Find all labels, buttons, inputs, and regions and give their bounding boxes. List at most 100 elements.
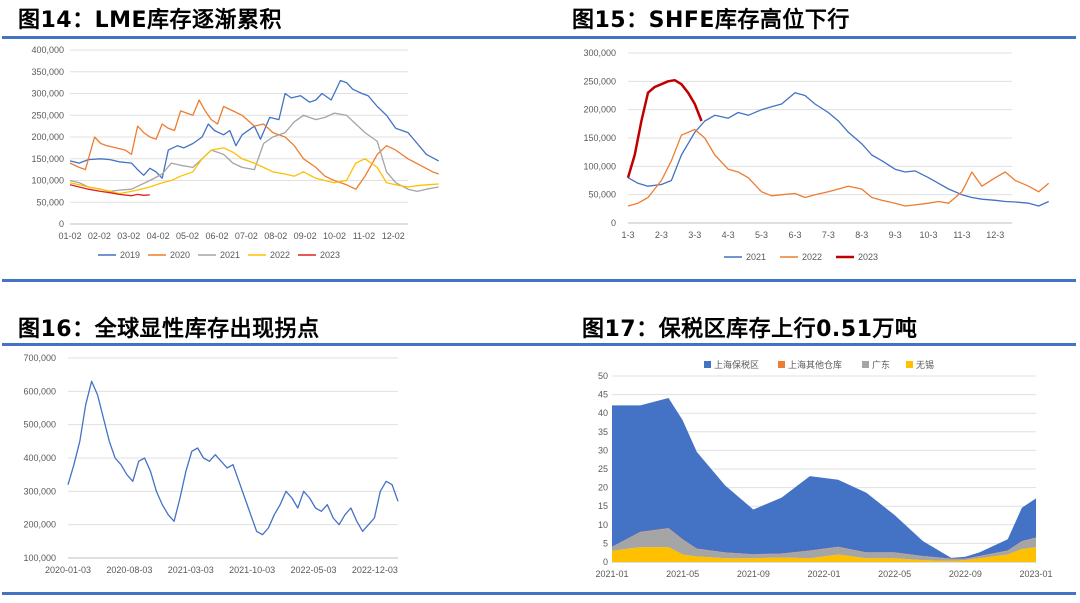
- chart1-y-tick-label: 0: [59, 219, 64, 229]
- chart1-series-line-2: [69, 112, 439, 193]
- chart4-area-0: [612, 547, 1036, 562]
- chart1-legend-label: 2023: [320, 250, 340, 260]
- chart2-x-tick-label: 11-3: [953, 230, 970, 240]
- chart2-y-tick-label: 200,000: [583, 105, 616, 115]
- chart4-legend-label: 广东: [872, 359, 890, 370]
- chart1-series-line-1: [69, 99, 439, 190]
- chart2-x-tick-label: 12-3: [986, 230, 1004, 240]
- chart3-y-tick-label: 100,000: [23, 553, 56, 563]
- chart1-y-tick-label: 400,000: [31, 45, 64, 55]
- chart3-x-tick-label: 2022-05-03: [290, 565, 336, 575]
- chart1-y-tick-label: 150,000: [31, 154, 64, 164]
- chart1-series-line-3: [69, 147, 439, 195]
- chart2-legend-label: 2022: [802, 252, 822, 262]
- chart1-legend-label: 2022: [270, 250, 290, 260]
- chart2-y-tick-label: 250,000: [583, 76, 616, 86]
- chart4-y-tick-label: 35: [598, 427, 608, 437]
- chart2-y-tick-label: 150,000: [583, 133, 616, 143]
- chart1-x-tick-label: 06-02: [205, 231, 228, 241]
- chart3-y-tick-label: 500,000: [23, 420, 56, 430]
- chart1-legend-label: 2019: [120, 250, 140, 260]
- chart1-x-tick-label: 03-02: [117, 231, 140, 241]
- chart1-y-tick-label: 350,000: [31, 67, 64, 77]
- chart4-x-tick-label: 2022-05: [878, 569, 911, 579]
- chart2-y-tick-label: 0: [611, 218, 616, 228]
- chart4-y-tick-label: 30: [598, 445, 608, 455]
- chart4-legend-swatch: [778, 361, 785, 368]
- chart1-y-tick-label: 100,000: [31, 176, 64, 186]
- chart1-x-tick-label: 08-02: [264, 231, 287, 241]
- chart4-legend-swatch: [906, 361, 913, 368]
- chart2-y-tick-label: 50,000: [588, 190, 616, 200]
- chart2-series-line-1: [627, 128, 1050, 207]
- chart3-series-line-0: [67, 380, 399, 536]
- chart2-x-tick-label: 2-3: [655, 230, 668, 240]
- chart4-legend-label: 上海保税区: [714, 359, 759, 370]
- chart2-x-tick-label: 10-3: [920, 230, 938, 240]
- upper-title-divider: [2, 343, 1076, 346]
- chart2-legend-label: 2023: [858, 252, 878, 262]
- chart1-series-line-4: [69, 184, 150, 197]
- chart1-y-tick-label: 200,000: [31, 132, 64, 142]
- chart1-title: 图14：LME库存逐渐累积: [18, 8, 283, 33]
- chart2-x-tick-label: 9-3: [889, 230, 902, 240]
- chart2-y-tick-label: 300,000: [583, 48, 616, 58]
- chart4-x-tick-label: 2021-01: [595, 569, 628, 579]
- chart1-x-tick-label: 04-02: [147, 231, 170, 241]
- chart3-y-tick-label: 400,000: [23, 453, 56, 463]
- chart4-y-tick-label: 40: [598, 408, 608, 418]
- middle-divider: [2, 279, 1076, 282]
- chart4-y-tick-label: 0: [603, 557, 608, 567]
- chart3-x-tick-label: 2020-08-03: [106, 565, 152, 575]
- chart4-x-tick-label: 2023-01: [1019, 569, 1052, 579]
- chart3-x-tick-label: 2022-12-03: [352, 565, 398, 575]
- chart4-y-tick-label: 15: [598, 501, 608, 511]
- chart3-x-tick-label: 2021-10-03: [229, 565, 275, 575]
- chart4-y-tick-label: 5: [603, 538, 608, 548]
- chart1-legend-label: 2021: [220, 250, 240, 260]
- chart2-x-tick-label: 3-3: [688, 230, 701, 240]
- chart4-y-tick-label: 10: [598, 520, 608, 530]
- chart2-legend-label: 2021: [746, 252, 766, 262]
- chart4-area-3: [612, 397, 1036, 559]
- chart4-y-tick-label: 45: [598, 390, 608, 400]
- chart1-x-tick-label: 07-02: [235, 231, 258, 241]
- chart3-y-tick-label: 700,000: [23, 353, 56, 363]
- chart2-series-line-0: [627, 92, 1049, 207]
- chart2-x-tick-label: 7-3: [822, 230, 835, 240]
- chart1-x-tick-label: 02-02: [88, 231, 111, 241]
- chart4-y-tick-label: 20: [598, 483, 608, 493]
- chart3-y-tick-label: 600,000: [23, 386, 56, 396]
- chart4-x-tick-label: 2022-01: [807, 569, 840, 579]
- chart3-title: 图16：全球显性库存出现拐点: [18, 317, 320, 342]
- bottom-divider: [2, 592, 1076, 595]
- chart1-x-tick-label: 05-02: [176, 231, 199, 241]
- chart1-y-tick-label: 250,000: [31, 110, 64, 120]
- chart4-y-tick-label: 25: [598, 464, 608, 474]
- chart1-x-tick-label: 12-02: [382, 231, 405, 241]
- chart1-y-tick-label: 300,000: [31, 89, 64, 99]
- chart1-y-tick-label: 50,000: [36, 197, 64, 207]
- chart2-y-tick-label: 100,000: [583, 161, 616, 171]
- chart2-x-tick-label: 5-3: [755, 230, 768, 240]
- chart3-y-tick-label: 300,000: [23, 486, 56, 496]
- chart4-y-tick-label: 50: [598, 371, 608, 381]
- chart4-title: 图17：保税区库存上行0.51万吨: [582, 317, 918, 342]
- chart4-legend-swatch: [862, 361, 869, 368]
- chart2-x-tick-label: 4-3: [722, 230, 735, 240]
- chart2-x-tick-label: 1-3: [621, 230, 634, 240]
- top-divider: [2, 36, 1076, 39]
- chart1-x-tick-label: 09-02: [294, 231, 317, 241]
- chart1-legend-label: 2020: [170, 250, 190, 260]
- chart1-x-tick-label: 11-02: [353, 231, 375, 241]
- chart2-series-line-2: [626, 78, 703, 179]
- chart4-x-tick-label: 2022-09: [949, 569, 982, 579]
- chart4-legend-swatch: [704, 361, 711, 368]
- chart2-x-tick-label: 8-3: [855, 230, 868, 240]
- chart4-legend-label: 无锡: [916, 360, 934, 370]
- chart3-x-tick-label: 2021-03-03: [168, 565, 214, 575]
- chart4-x-tick-label: 2021-09: [737, 569, 770, 579]
